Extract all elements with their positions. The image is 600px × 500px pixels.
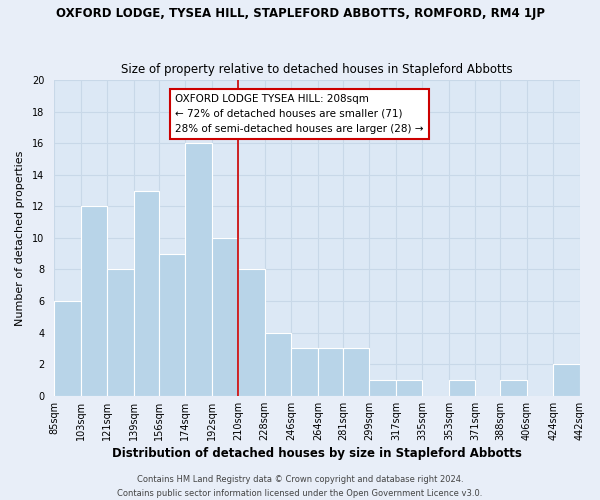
Bar: [185, 143, 212, 396]
X-axis label: Distribution of detached houses by size in Stapleford Abbotts: Distribution of detached houses by size …: [112, 447, 522, 460]
Bar: [158, 254, 185, 396]
Bar: [370, 380, 396, 396]
Bar: [291, 348, 318, 396]
Bar: [238, 270, 265, 396]
Bar: [396, 380, 422, 396]
Bar: [54, 301, 80, 396]
Bar: [318, 348, 343, 396]
Title: Size of property relative to detached houses in Stapleford Abbotts: Size of property relative to detached ho…: [121, 63, 513, 76]
Bar: [107, 270, 134, 396]
Bar: [265, 332, 291, 396]
Bar: [449, 380, 475, 396]
Bar: [212, 238, 238, 396]
Bar: [80, 206, 107, 396]
Bar: [343, 348, 370, 396]
Bar: [134, 190, 158, 396]
Text: OXFORD LODGE TYSEA HILL: 208sqm
← 72% of detached houses are smaller (71)
28% of: OXFORD LODGE TYSEA HILL: 208sqm ← 72% of…: [175, 94, 424, 134]
Bar: [500, 380, 527, 396]
Text: OXFORD LODGE, TYSEA HILL, STAPLEFORD ABBOTTS, ROMFORD, RM4 1JP: OXFORD LODGE, TYSEA HILL, STAPLEFORD ABB…: [56, 8, 545, 20]
Text: Contains HM Land Registry data © Crown copyright and database right 2024.
Contai: Contains HM Land Registry data © Crown c…: [118, 476, 482, 498]
Bar: [553, 364, 580, 396]
Y-axis label: Number of detached properties: Number of detached properties: [15, 150, 25, 326]
